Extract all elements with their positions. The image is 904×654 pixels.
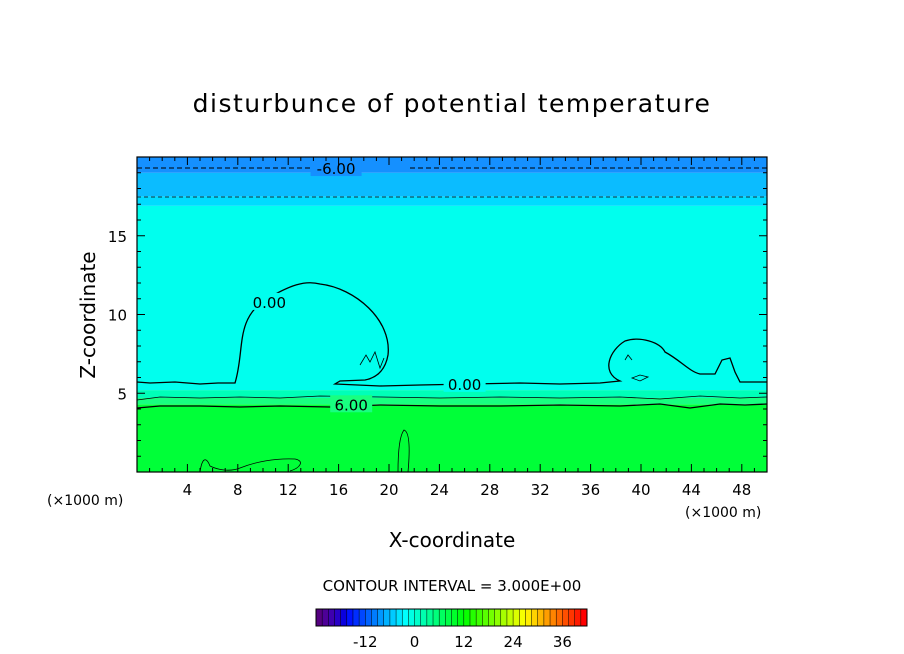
x-tick-label: 40 <box>631 481 650 499</box>
colorbar-segment <box>445 609 452 626</box>
colorbar-segment <box>439 609 446 626</box>
colorbar-segment <box>568 609 575 626</box>
x-tick-label: 24 <box>430 481 449 499</box>
colorbar-segment <box>396 609 403 626</box>
contour-label-2: 0.00 <box>448 376 481 394</box>
colorbar-segment <box>371 609 378 626</box>
colorbar-segment <box>322 609 329 626</box>
band-3 <box>137 205 767 391</box>
colorbar-segment <box>488 609 495 626</box>
contour-speckle-line <box>359 350 650 382</box>
colorbar-segment <box>457 609 465 626</box>
colorbar-tick-label: 12 <box>454 633 473 651</box>
colorbar-segment <box>574 609 582 626</box>
x-tick-label: 48 <box>732 481 751 499</box>
y-tick-label: 5 <box>117 385 127 403</box>
colorbar-tick-label: 0 <box>410 633 420 651</box>
x-unit-right: (×1000 m) <box>685 505 761 521</box>
colorbar-segment <box>550 609 557 626</box>
contour-six-line <box>136 403 768 409</box>
colorbar-segment <box>500 609 508 626</box>
band-2 <box>137 390 767 398</box>
x-unit-left: (×1000 m) <box>47 493 123 509</box>
band-0 <box>137 404 767 472</box>
colorbar-segment <box>402 609 409 626</box>
colorbar-segment <box>562 609 569 626</box>
colorbar-segment <box>316 609 323 626</box>
colorbar-segment <box>537 609 545 626</box>
x-tick-label: 28 <box>480 481 499 499</box>
colorbar-segment <box>328 609 335 626</box>
contour-label-bg-3 <box>330 395 373 413</box>
y-axis-title: Z-coordinate <box>76 251 100 378</box>
x-tick-label: 12 <box>279 481 298 499</box>
colorbar-segment <box>377 609 385 626</box>
chart-title: disturbunce of potential temperature <box>193 89 712 118</box>
contour-label-0: -6.00 <box>317 160 356 178</box>
colorbar-segment <box>433 609 440 626</box>
contour-label-bg-2 <box>443 374 486 392</box>
colorbar-segment <box>420 609 428 626</box>
band-4 <box>137 196 767 206</box>
colorbar-segment <box>365 609 372 626</box>
colorbar-tick-label: 36 <box>553 633 572 651</box>
colorbar-segment <box>580 609 588 626</box>
colorbar-segment <box>346 609 354 626</box>
band-1 <box>137 397 767 405</box>
x-tick-label: 32 <box>531 481 550 499</box>
colorbar-tick-label: 24 <box>504 633 523 651</box>
contour-small-lobe-line <box>199 458 301 473</box>
y-tick-label: 15 <box>108 228 127 246</box>
contour-label-3: 6.00 <box>334 396 367 414</box>
colorbar-segment <box>383 609 391 626</box>
colorbar-segment <box>513 609 520 626</box>
x-tick-label: 44 <box>682 481 701 499</box>
x-axis-title: X-coordinate <box>389 528 516 552</box>
band-5 <box>137 172 767 197</box>
colorbar: -12 0 12 24 36 <box>315 608 588 651</box>
x-tick-label: 36 <box>581 481 600 499</box>
colorbar-segment <box>414 609 422 626</box>
colorbar-segment <box>506 609 514 626</box>
contour-label-bg-1 <box>248 292 291 310</box>
colorbar-segment <box>359 609 366 626</box>
colorbar-segment <box>482 609 489 626</box>
contour-small-plume-line <box>397 429 410 473</box>
colorbar-segment <box>469 609 477 626</box>
colorbar-segment <box>525 609 532 626</box>
band-6 <box>137 157 767 173</box>
colorbar-segment <box>389 609 397 626</box>
colorbar-segment <box>556 609 563 626</box>
contour-labels: -6.00 0.00 0.00 6.00 <box>248 159 486 414</box>
contour-label-1: 0.00 <box>253 294 286 312</box>
contour-three-line <box>136 395 768 401</box>
colorbar-segment <box>519 609 526 626</box>
colorbar-segment <box>334 609 341 626</box>
colorbar-segment <box>408 609 415 626</box>
colorbar-segment <box>476 609 483 626</box>
colorbar-segment <box>451 609 458 626</box>
x-tick-label: 4 <box>183 481 193 499</box>
colorbar-segment <box>463 609 471 626</box>
colorbar-segment <box>543 609 551 626</box>
colorbar-segment <box>531 609 539 626</box>
colorbar-segment <box>494 609 502 626</box>
colorbar-frame <box>315 608 588 627</box>
colorbar-segment <box>352 609 360 626</box>
x-tick-label: 8 <box>233 481 243 499</box>
contour-lines <box>136 167 768 473</box>
colorbar-segment <box>340 609 348 626</box>
colorbar-segment <box>426 609 434 626</box>
y-tick-label: 10 <box>108 307 127 325</box>
field-bands <box>137 157 767 472</box>
contour-interval-label: CONTOUR INTERVAL = 3.000E+00 <box>323 577 582 595</box>
contour-label-bg-0 <box>310 159 362 177</box>
x-tick-label: 20 <box>379 481 398 499</box>
x-tick-label: 16 <box>329 481 348 499</box>
colorbar-tick-label: -12 <box>353 633 378 651</box>
